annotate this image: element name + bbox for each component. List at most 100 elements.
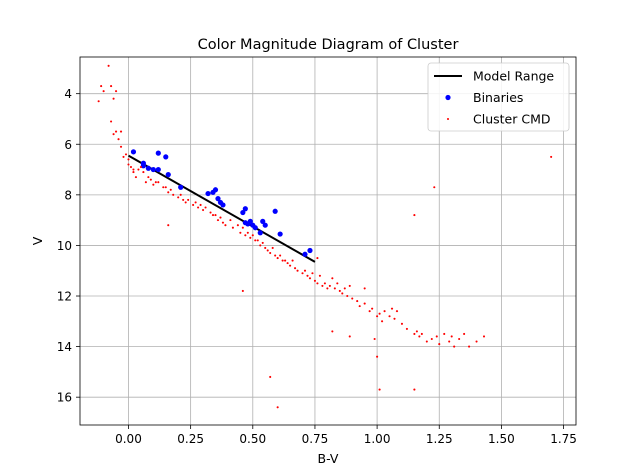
legend-entry-label: Cluster CMD — [473, 112, 550, 127]
cluster-cmd-point — [289, 264, 292, 267]
cluster-cmd-point — [110, 85, 113, 88]
legend-entry-label: Binaries — [473, 90, 523, 105]
cluster-cmd-point — [194, 201, 197, 204]
cluster-cmd-point — [450, 335, 453, 338]
x-tick-label: 1.75 — [550, 432, 577, 446]
cluster-cmd-point — [124, 153, 128, 156]
binary-point — [145, 165, 151, 171]
binary-point — [277, 231, 283, 237]
y-tick-label: 14 — [57, 340, 72, 354]
cluster-cmd-point — [115, 130, 118, 133]
cluster-cmd-point — [438, 343, 441, 346]
cluster-cmd-point — [482, 335, 486, 338]
cluster-cmd-point — [132, 168, 135, 171]
cluster-cmd-point — [184, 201, 187, 204]
cluster-cmd-point — [269, 251, 272, 255]
binary-point — [252, 225, 258, 231]
cluster-cmd-point — [241, 226, 244, 229]
cluster-cmd-point — [167, 191, 170, 194]
cluster-cmd-point — [443, 332, 446, 335]
cluster-cmd-point — [112, 133, 115, 136]
cluster-cmd-point — [274, 254, 277, 257]
legend: Model Range Binaries Cluster CMD — [427, 62, 570, 132]
cluster-cmd-point — [368, 310, 371, 313]
cluster-cmd-point — [167, 224, 170, 227]
x-tick-label: 0.75 — [302, 432, 329, 446]
cluster-cmd-point — [177, 196, 180, 199]
cluster-cmd-point — [279, 254, 282, 257]
cluster-cmd-point — [162, 186, 165, 189]
cluster-cmd-point — [266, 249, 269, 252]
binary-point — [165, 172, 171, 178]
plot-frame — [79, 56, 577, 426]
cluster-cmd-point — [187, 198, 190, 201]
cluster-cmd-point — [97, 100, 100, 103]
cluster-cmd-point — [251, 234, 254, 237]
cluster-cmd-point — [119, 145, 123, 148]
plot-data — [97, 64, 553, 409]
cluster-cmd-point — [229, 219, 232, 222]
cluster-cmd-point — [110, 120, 113, 123]
cluster-cmd-point — [102, 90, 105, 93]
binary-point — [220, 202, 226, 208]
cluster-cmd-point — [390, 307, 394, 310]
cluster-cmd-point — [204, 206, 207, 209]
binary-point — [247, 218, 253, 224]
cluster-cmd-point — [219, 216, 222, 219]
cluster-cmd-point — [376, 315, 379, 318]
cluster-cmd-point — [363, 287, 366, 290]
cluster-cmd-point — [418, 335, 421, 338]
cluster-cmd-point — [214, 214, 217, 217]
cluster-cmd-point — [261, 241, 264, 244]
cluster-cmd-point — [132, 171, 135, 174]
cluster-cmd-point — [256, 239, 259, 242]
legend-box — [427, 62, 570, 132]
binary-point — [307, 247, 313, 254]
cluster-cmd-point — [291, 259, 294, 262]
cluster-cmd-point — [122, 155, 125, 158]
cluster-cmd-point — [318, 274, 321, 277]
cluster-cmd-point — [100, 85, 103, 88]
cluster-cmd-point — [259, 244, 262, 247]
cluster-cmd-point — [264, 246, 267, 250]
cluster-cmd-point — [415, 330, 418, 333]
cluster-cmd-point — [433, 186, 436, 189]
cluster-cmd-point — [269, 375, 272, 378]
cluster-cmd-point — [221, 221, 225, 224]
binary-point — [215, 196, 221, 202]
cluster-cmd-point — [326, 287, 329, 290]
cluster-cmd-point — [134, 176, 137, 179]
cluster-cmd-point — [348, 335, 351, 338]
cluster-cmd-point — [413, 332, 416, 335]
cluster-cmd-point — [127, 163, 130, 166]
cluster-cmd-point — [152, 183, 155, 186]
binary-point — [212, 187, 219, 193]
cluster-cmd-point — [425, 340, 428, 343]
binary-point — [257, 230, 263, 236]
cluster-cmd-point — [351, 297, 354, 300]
cluster-cmd-point — [378, 388, 381, 391]
cluster-cmd-point — [458, 337, 461, 341]
cluster-cmd-point — [363, 302, 366, 305]
cluster-cmd-point — [149, 178, 152, 181]
cluster-cmd-point — [164, 186, 167, 189]
cluster-cmd-point — [179, 193, 182, 196]
cluster-cmd-point — [336, 282, 339, 285]
cluster-cmd-point — [236, 224, 239, 227]
cluster-cmd-point — [286, 262, 289, 265]
cluster-cmd-point — [381, 320, 384, 323]
y-tick-label: 6 — [64, 138, 72, 152]
cluster-cmd-point — [550, 155, 553, 158]
cluster-cmd-point — [182, 198, 185, 201]
cluster-cmd-point — [271, 246, 274, 250]
cluster-cmd-point — [316, 282, 319, 285]
cluster-cmd-point — [154, 181, 157, 184]
cluster-cmd-point — [224, 224, 227, 227]
x-tick-label: 0.00 — [115, 432, 142, 446]
cluster-cmd-point — [276, 406, 279, 409]
cluster-cmd-point — [356, 300, 359, 303]
cluster-cmd-point — [405, 327, 408, 330]
cluster-cmd-point — [129, 165, 133, 169]
binary-point — [130, 149, 137, 155]
